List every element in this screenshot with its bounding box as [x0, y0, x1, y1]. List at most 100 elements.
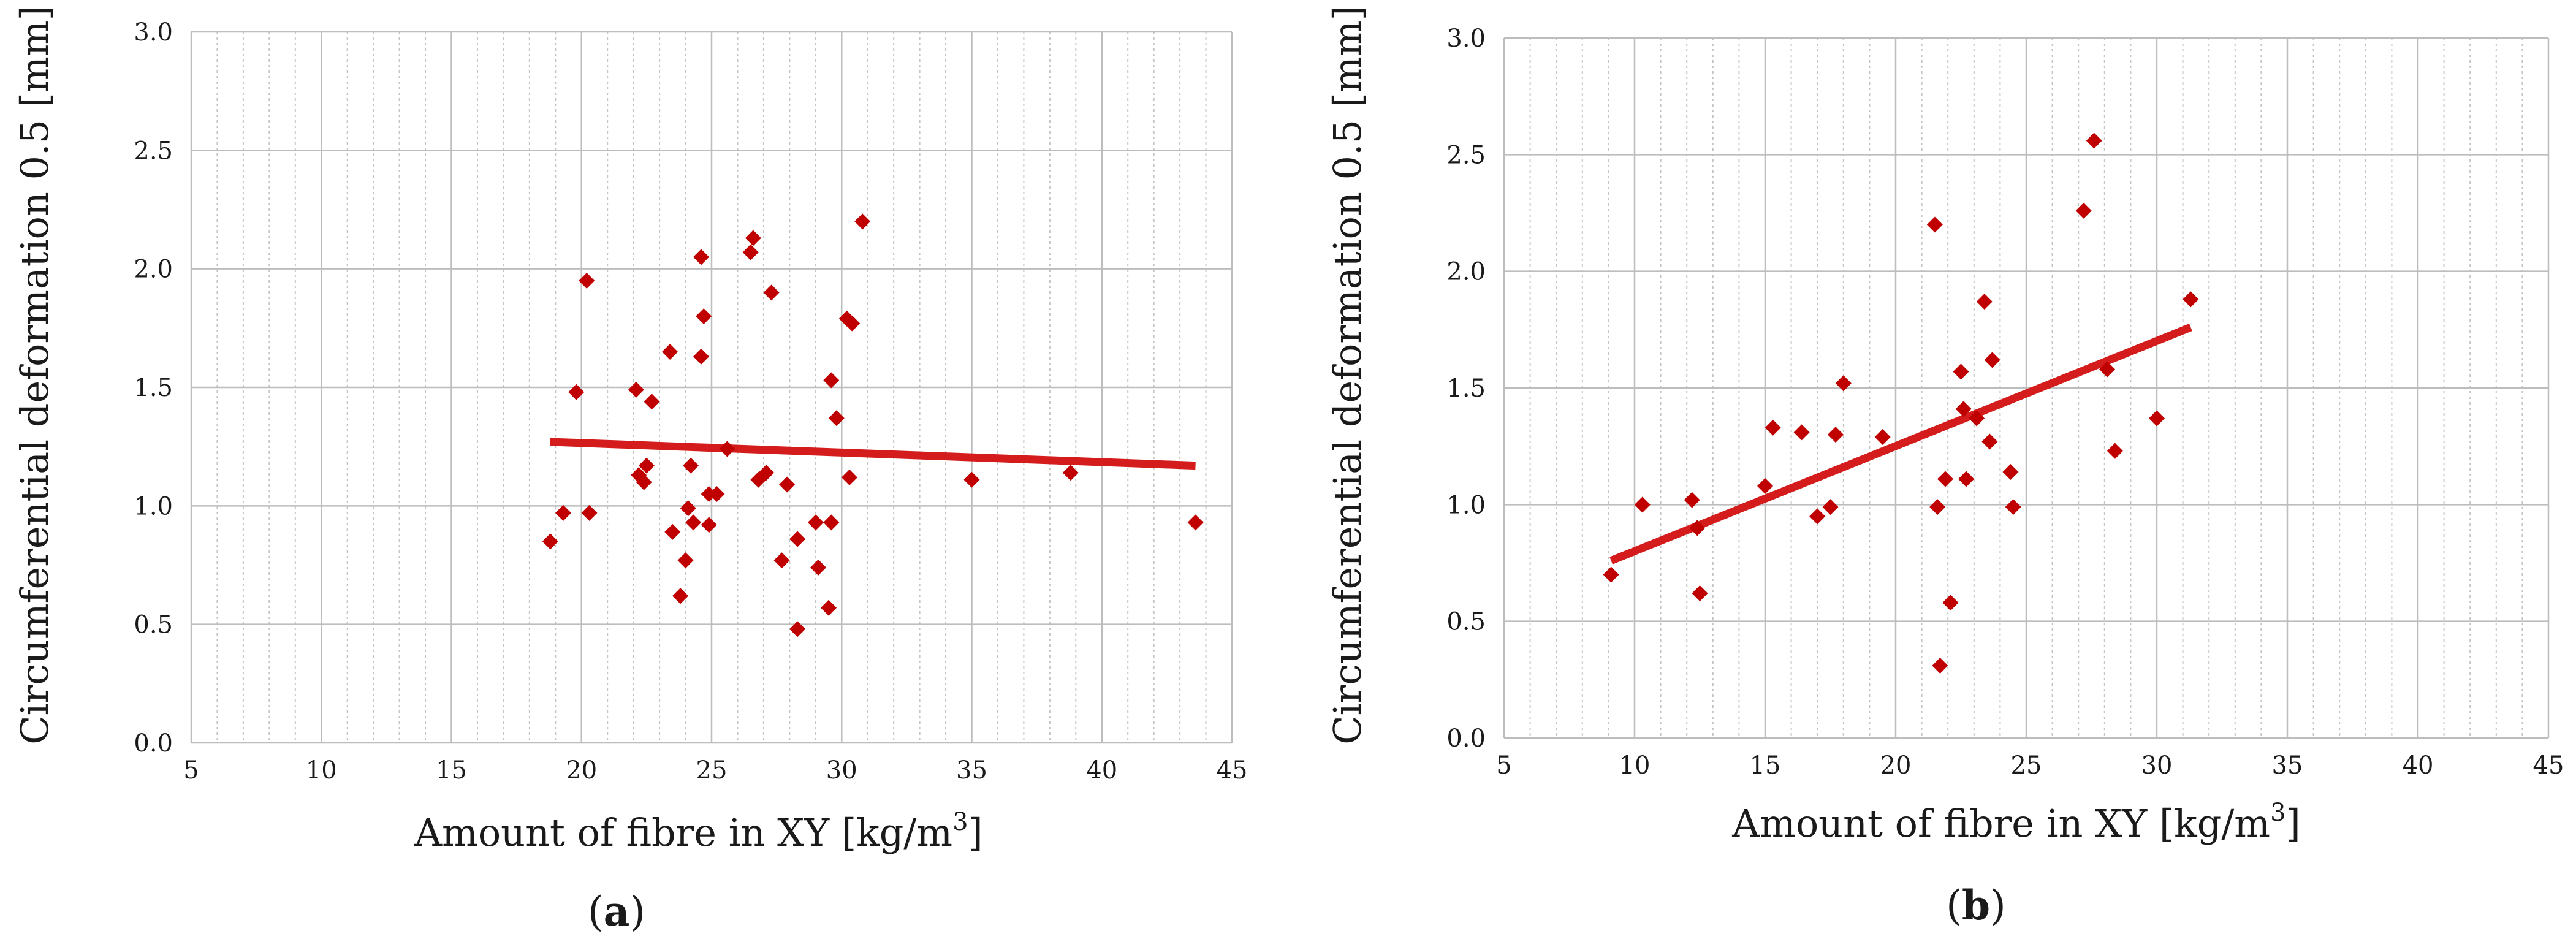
- x-tick-label: 20: [566, 756, 597, 785]
- data-point: [1603, 566, 1619, 583]
- data-point: [1765, 419, 1781, 436]
- panel-caption: (b): [1946, 881, 2006, 929]
- y-tick-label: 0.0: [134, 729, 173, 758]
- data-point: [1926, 216, 1943, 233]
- data-point: [1929, 499, 1946, 515]
- trendline-layer: [550, 438, 1196, 470]
- data-point: [1062, 465, 1079, 481]
- y-axis-title: Circumferential deformation 0.5 [mm]: [1325, 6, 1370, 745]
- x-tick-label: 25: [696, 756, 728, 785]
- data-point: [709, 486, 725, 502]
- data-point: [581, 504, 598, 521]
- x-tick-label: 25: [2011, 751, 2042, 780]
- data-point: [696, 308, 712, 324]
- data-point: [963, 471, 980, 488]
- x-tick-label: 5: [183, 756, 199, 785]
- y-tick-label: 1.5: [134, 374, 173, 402]
- data-point: [1874, 428, 1891, 445]
- data-point: [789, 621, 806, 637]
- data-point: [693, 249, 710, 265]
- data-point: [719, 441, 735, 457]
- x-tick-label: 15: [1750, 751, 1781, 780]
- data-point: [807, 514, 824, 531]
- data-point: [1684, 492, 1700, 508]
- data-point: [745, 230, 761, 246]
- data-point: [1955, 401, 1972, 417]
- y-tick-label: 2.5: [1446, 141, 1486, 169]
- y-tick-label: 2.0: [134, 256, 173, 284]
- data-point: [1937, 471, 1953, 487]
- gridlines: [190, 31, 1233, 744]
- data-point: [773, 552, 790, 569]
- data-point: [1958, 471, 1975, 487]
- data-point: [685, 514, 702, 531]
- x-tick-label: 40: [2403, 751, 2434, 780]
- data-point: [854, 213, 871, 230]
- tick-labels: 5 10 15 20 25 30 35 40 45 0.0 0.5 1.0 1.5 2.0 2.5 3.0: [134, 18, 1247, 785]
- y-tick-label: 3.0: [1446, 25, 1486, 53]
- data-point: [672, 588, 689, 604]
- data-point: [1953, 363, 1969, 380]
- data-point: [2005, 499, 2021, 515]
- y-tick-label: 1.0: [1446, 491, 1486, 519]
- data-point: [662, 344, 678, 360]
- data-point: [763, 284, 780, 301]
- x-tick-label: 10: [306, 756, 337, 785]
- x-tick-label: 30: [2141, 751, 2173, 780]
- x-tick-label: 5: [1496, 751, 1511, 780]
- data-point: [1187, 514, 1204, 531]
- data-point: [638, 457, 655, 474]
- trendline-layer: [1609, 323, 2192, 565]
- data-point: [1835, 375, 1852, 392]
- data-points: [1603, 132, 2199, 674]
- x-tick-label: 45: [1217, 756, 1248, 785]
- x-tick-label: 30: [826, 756, 857, 785]
- data-point: [828, 410, 845, 427]
- y-tick-label: 0.5: [1446, 608, 1486, 636]
- data-point: [568, 384, 585, 400]
- data-point: [1634, 496, 1651, 513]
- y-tick-label: 0.0: [1446, 724, 1486, 753]
- data-point: [1969, 410, 1985, 427]
- data-point: [680, 500, 696, 517]
- data-point: [701, 517, 717, 533]
- data-point: [2099, 361, 2116, 378]
- data-point: [2149, 410, 2165, 427]
- data-point: [1981, 433, 1998, 450]
- data-point: [779, 476, 796, 493]
- x-tick-label: 15: [436, 756, 467, 785]
- data-point: [844, 315, 861, 332]
- x-axis-title: Amount of fibre in XY [kg/m3]: [414, 808, 982, 855]
- data-point: [664, 523, 681, 540]
- x-tick-label: 35: [2272, 751, 2303, 780]
- y-tick-label: 3.0: [134, 18, 173, 47]
- data-point: [2107, 443, 2123, 459]
- panel-a-anchor: [0, 0, 1, 1]
- data-point: [789, 531, 806, 547]
- data-point: [644, 393, 660, 410]
- y-tick-label: 1.5: [1446, 374, 1486, 403]
- data-point: [2002, 464, 2019, 481]
- x-axis-title: Amount of fibre in XY [kg/m3]: [1731, 799, 2300, 846]
- data-point: [2075, 202, 2092, 219]
- data-point: [1828, 427, 1844, 443]
- data-point: [693, 348, 710, 365]
- data-point: [758, 465, 775, 481]
- chart-panel-b: 5 10 15 20 25 30 35 40 45 0.0 0.5 1.0 1.5 2.0 2.5 3.0 C…: [1325, 6, 2564, 929]
- data-point: [542, 533, 558, 550]
- data-point: [636, 474, 652, 490]
- data-point: [1692, 585, 1708, 601]
- y-tick-label: 2.5: [134, 137, 173, 165]
- y-tick-label: 2.0: [1446, 258, 1486, 286]
- gridlines: [1503, 37, 2550, 739]
- x-tick-label: 10: [1619, 751, 1651, 780]
- x-tick-label: 35: [956, 756, 987, 785]
- data-point: [1976, 294, 1993, 310]
- data-point: [823, 514, 840, 531]
- y-tick-label: 1.0: [134, 492, 173, 520]
- trendline: [550, 438, 1196, 470]
- data-points: [542, 213, 1204, 637]
- data-point: [821, 599, 837, 616]
- data-point: [1984, 352, 2000, 368]
